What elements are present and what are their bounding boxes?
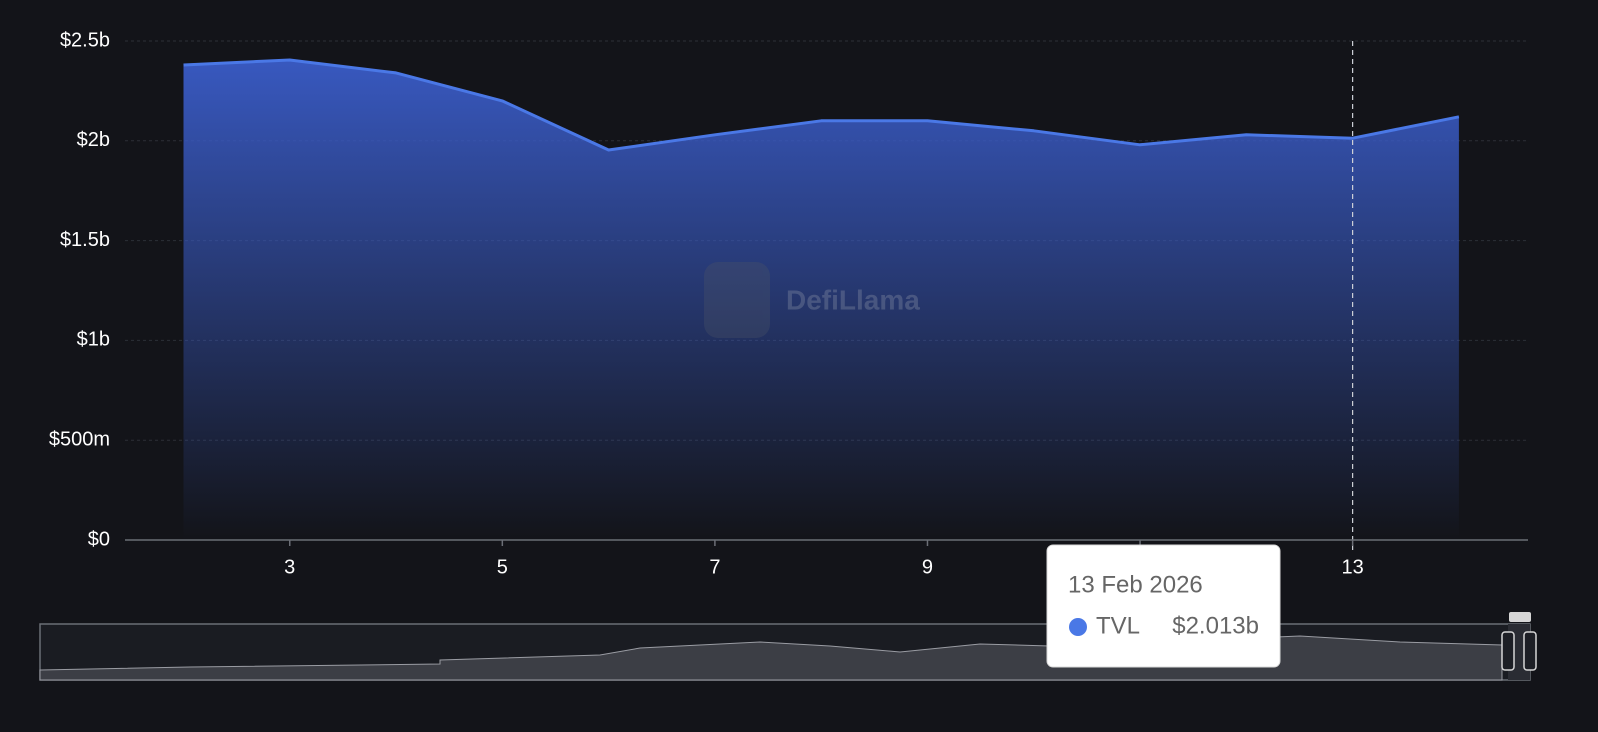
watermark: DefiLlama [704,262,920,338]
y-tick-label: $2.5b [60,29,110,51]
tooltip-title: 13 Feb 2026 [1068,571,1203,598]
tooltip: 13 Feb 2026 TVL $2.013b [1046,544,1281,668]
area [183,60,1459,540]
line [183,58,1460,152]
y-tick-label: $500m [49,428,110,450]
navigator-grip[interactable] [1509,612,1531,622]
x-tick-label: 7 [709,556,720,578]
watermark-logo [704,262,770,338]
tooltip-marker [1069,618,1087,636]
navigator-handle[interactable] [1523,631,1537,671]
x-tick-label: 5 [497,556,508,578]
y-tick-label: $1.5b [60,229,110,251]
x-tick-label: 9 [922,556,933,578]
watermark-text: DefiLlama [786,284,920,315]
x-tick-label: 3 [284,556,295,578]
plot [183,41,1460,552]
x-tick-label: 13 [1342,556,1364,578]
y-tick-label: $1b [77,329,110,351]
tooltip-value: $2.013b [1172,612,1259,639]
y-tick-label: $2b [77,129,110,151]
y-tick-label: $0 [88,528,110,550]
tooltip-series: TVL [1096,612,1140,639]
tooltip-box [1046,544,1281,668]
navigator-handle[interactable] [1501,631,1515,671]
